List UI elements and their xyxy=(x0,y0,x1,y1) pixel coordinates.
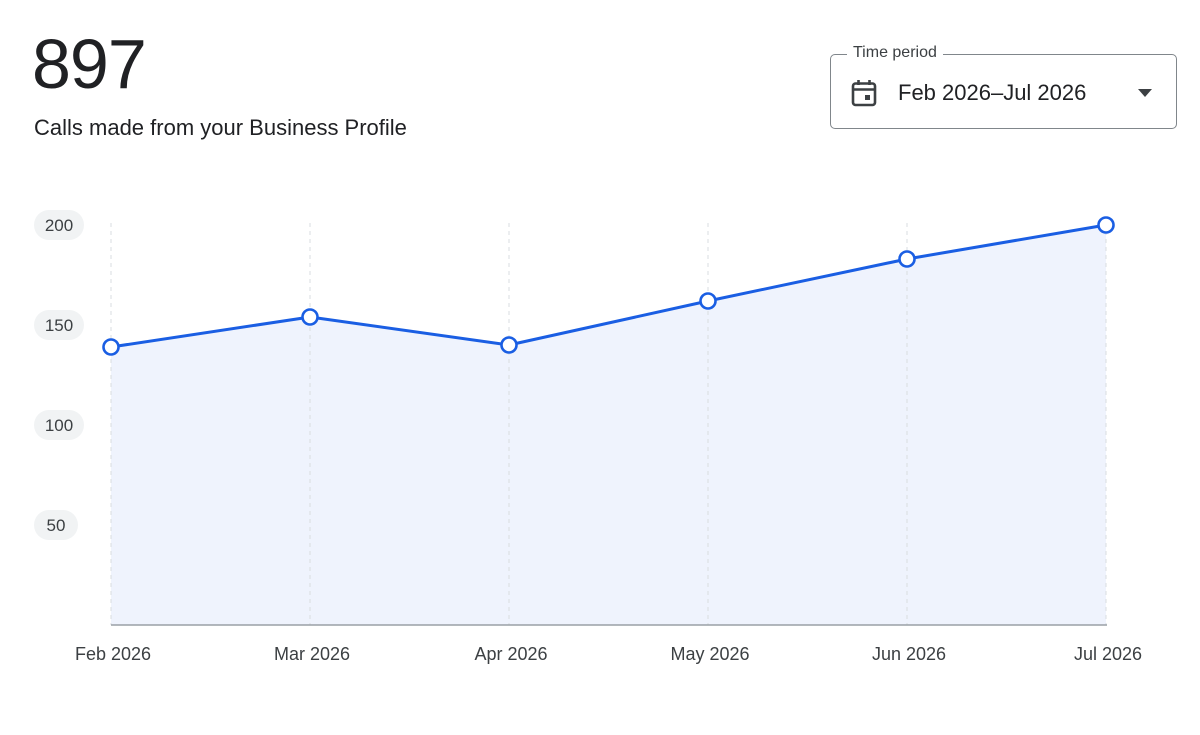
ytick-pill xyxy=(34,510,78,540)
data-point xyxy=(699,292,717,310)
ytick-label: 200 xyxy=(45,216,73,235)
data-point xyxy=(1097,216,1115,234)
calendar-icon xyxy=(851,80,877,107)
metric-value: 897 xyxy=(32,25,147,103)
metric-label: Calls made from your Business Profile xyxy=(34,115,407,140)
xtick-label: May 2026 xyxy=(670,644,749,664)
xtick-label: Mar 2026 xyxy=(274,644,350,664)
data-point xyxy=(102,338,120,356)
ytick-pill xyxy=(34,310,84,340)
xtick-label: Feb 2026 xyxy=(75,644,151,664)
xtick-label: Apr 2026 xyxy=(474,644,547,664)
time-period-value: Feb 2026–Jul 2026 xyxy=(898,80,1087,105)
ytick-label: 100 xyxy=(45,416,73,435)
xtick-label: Jul 2026 xyxy=(1074,644,1142,664)
ytick-pill xyxy=(34,210,84,240)
ytick-pill xyxy=(34,410,84,440)
time-period-legend: Time period xyxy=(847,43,943,63)
xtick-label: Jun 2026 xyxy=(872,644,946,664)
data-point xyxy=(898,250,916,268)
ytick-label: 50 xyxy=(47,516,66,535)
arrow-drop-down-icon xyxy=(1138,89,1152,97)
data-point xyxy=(500,336,518,354)
time-period-select[interactable]: Time period Feb 2026–Jul 2026 xyxy=(830,43,1177,129)
area-fill xyxy=(111,225,1106,625)
data-point xyxy=(301,308,319,326)
series-line xyxy=(109,223,1108,349)
ytick-label: 150 xyxy=(45,316,73,335)
